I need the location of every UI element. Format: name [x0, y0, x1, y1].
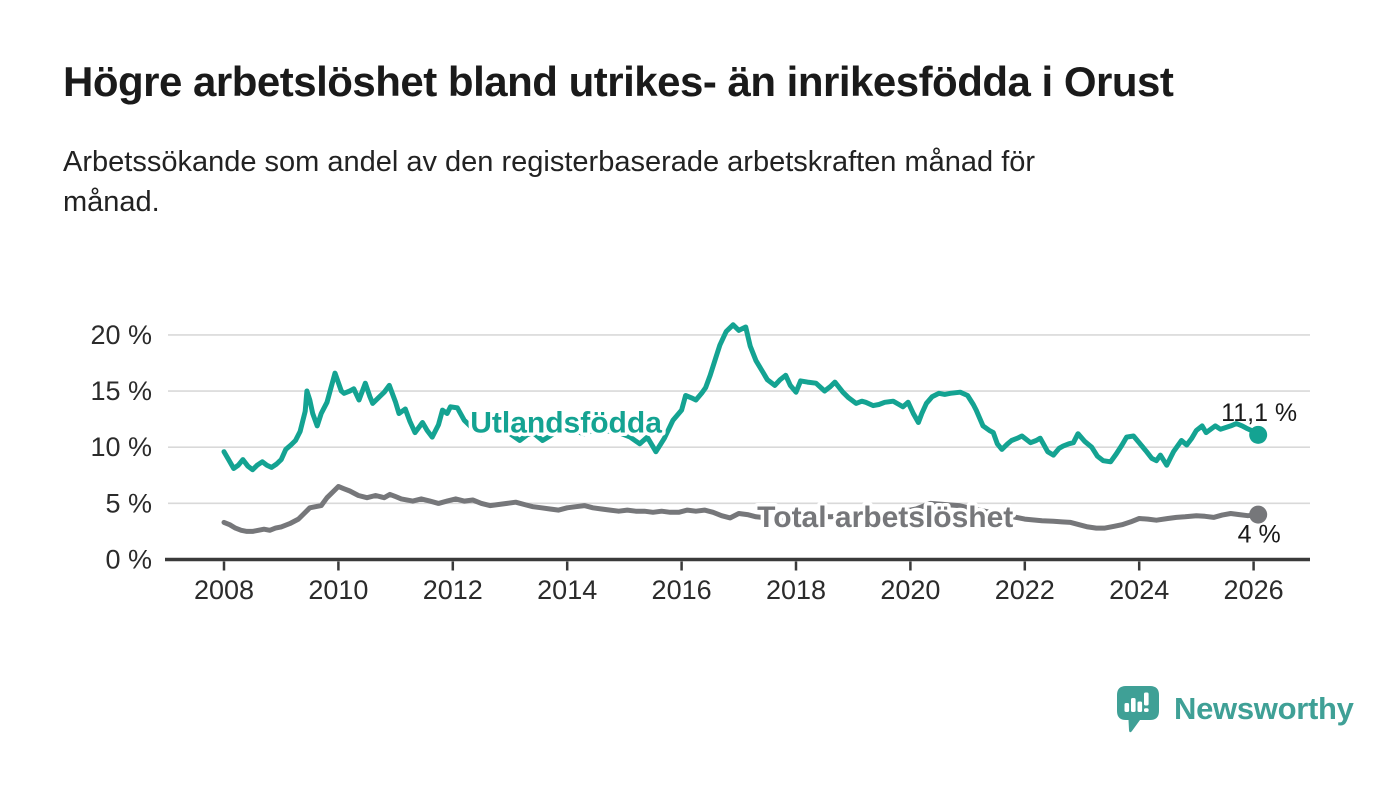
axis-tick-labels: 0 % 5 % 10 % 15 % 20 % 2008 2010 2012 2014 2016 20… [90, 320, 1283, 605]
series-end-value-label: 11,1 % [1221, 399, 1297, 427]
series-inline-label: Total arbetslöshet [757, 501, 1013, 534]
chart-header: Högre arbetslöshet bland utrikes- än inr… [63, 58, 1363, 222]
series-end-dot [1249, 425, 1268, 444]
x-tick-label: 2012 [423, 575, 483, 605]
x-tick-label: 2016 [652, 575, 712, 605]
x-tick-label: 2010 [308, 575, 368, 605]
series-end-dot [1249, 505, 1268, 524]
series-line-utlandsfodda [221, 322, 1261, 473]
newsworthy-bubble-chart-icon [1117, 686, 1159, 733]
chart-annotations: Utlandsfödda 11,1 % Total arbetslöshet 4 % [467, 399, 1297, 549]
x-tick-label: 2014 [537, 575, 597, 605]
series-inline-label: Utlandsfödda [470, 406, 662, 439]
x-tick-label: 2020 [880, 575, 940, 605]
y-tick-label: 20 % [90, 320, 152, 350]
x-axis [165, 557, 1310, 571]
series-lines [221, 322, 1261, 534]
newsworthy-logo: Newsworthy [1112, 682, 1354, 736]
y-tick-label: 5 % [105, 488, 152, 518]
chart-subtitle: Arbetssökande som andel av den registerb… [63, 146, 1036, 219]
x-tick-label: 2008 [194, 575, 254, 605]
x-tick-label: 2026 [1224, 575, 1284, 605]
gridlines [168, 334, 1310, 505]
y-tick-label: 15 % [90, 376, 152, 406]
x-tick-label: 2018 [766, 575, 826, 605]
x-tick-label: 2022 [995, 575, 1055, 605]
page-title: Högre arbetslöshet bland utrikes- än inr… [63, 58, 1174, 105]
y-tick-label: 10 % [90, 432, 152, 462]
y-tick-label: 0 % [105, 545, 152, 575]
x-tick-label: 2024 [1109, 575, 1169, 605]
newsworthy-wordmark: Newsworthy [1174, 691, 1354, 726]
series-line-total [221, 484, 1261, 534]
series-end-value-label: 4 % [1238, 521, 1281, 549]
